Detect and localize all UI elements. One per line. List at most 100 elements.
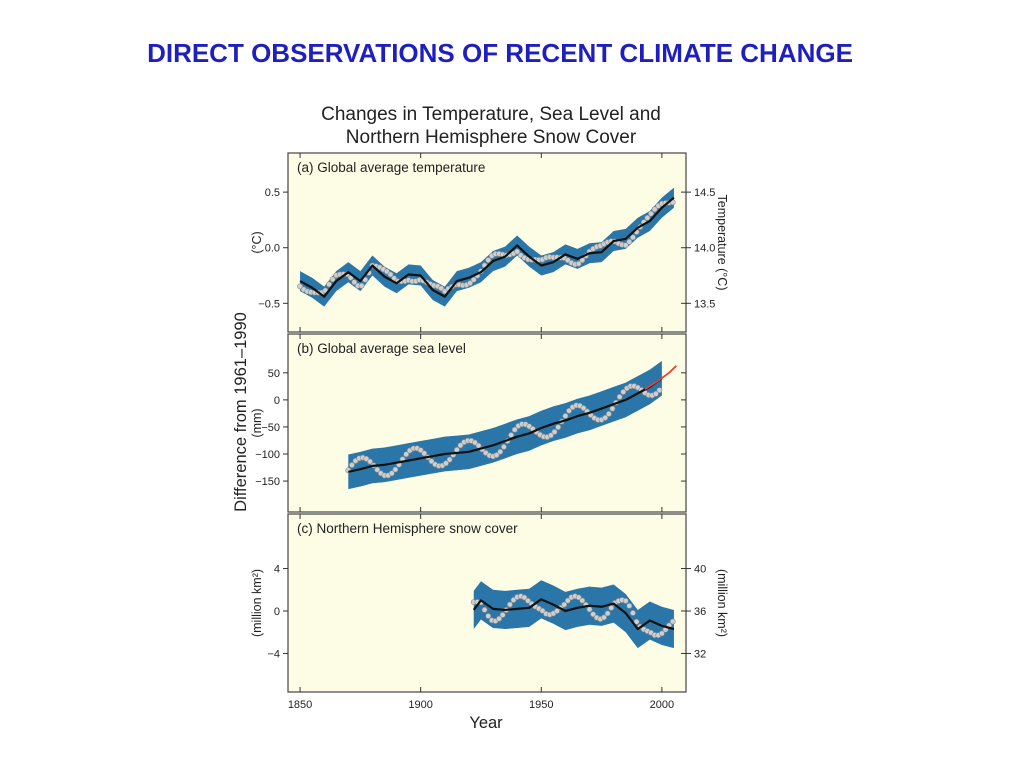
annual-point [349, 462, 355, 468]
left-tick-label: 0.5 [265, 187, 280, 199]
annual-point [508, 432, 515, 438]
left-tick-label: −50 [261, 422, 280, 434]
left-tick-label: −0.5 [258, 298, 280, 310]
annual-point [630, 610, 636, 616]
annual-point [633, 618, 640, 625]
panel-1: 0.5 0.0 −0.5 14.5 14.0 13.5 (a) Global average… [250, 152, 729, 333]
annual-point [626, 238, 633, 245]
annual-point [428, 458, 435, 465]
annual-point [511, 426, 518, 433]
right-axis-label: (million km²) [715, 569, 729, 637]
annual-point [658, 630, 665, 637]
annual-point [499, 612, 506, 618]
annual-point [644, 214, 651, 221]
left-axis-label: (°C) [250, 231, 264, 253]
annual-point [514, 248, 521, 255]
annual-point [485, 613, 492, 619]
left-tick-label: −4 [267, 648, 280, 660]
annual-point [555, 424, 562, 431]
annual-point [388, 470, 395, 477]
annual-point [481, 606, 488, 613]
annual-point [579, 597, 586, 604]
annual-point [392, 466, 399, 473]
x-axis-label: Year [469, 714, 503, 732]
annual-point [470, 276, 477, 283]
annual-point [622, 597, 629, 604]
right-tick-label: 13.5 [694, 298, 715, 310]
recent-series-line [644, 365, 677, 390]
annual-point [580, 405, 587, 411]
annual-point [648, 210, 654, 217]
annual-point [601, 614, 607, 621]
left-axis-label: (million km²) [250, 569, 264, 637]
annual-point [605, 411, 612, 417]
annual-point [604, 610, 611, 617]
annual-point [554, 608, 560, 614]
panel-label: (a) Global average temperature [297, 160, 485, 175]
panels-layer: 0.5 0.0 −0.5 14.5 14.0 13.5 (a) Global average… [250, 152, 729, 711]
annual-point [566, 407, 572, 414]
annual-point [443, 460, 449, 467]
slide-title: DIRECT OBSERVATIONS OF RECENT CLIMATE CH… [147, 38, 853, 68]
left-tick-label: 50 [268, 368, 280, 380]
annual-point [387, 271, 394, 278]
annual-point [622, 242, 629, 249]
annual-point [669, 618, 676, 625]
annual-point [608, 604, 615, 611]
annual-point [485, 257, 492, 263]
panel-data [297, 187, 676, 307]
chart-title-line-2: Northern Hemisphere Snow Cover [346, 127, 637, 148]
x-tick-label: 2000 [650, 699, 674, 711]
annual-point [500, 443, 507, 450]
left-tick-label: 0.0 [265, 243, 280, 255]
smoothed-line [472, 598, 675, 631]
annual-point [602, 414, 609, 421]
smoothed-line [348, 377, 663, 473]
panel-label: (b) Global average sea level [297, 341, 466, 356]
x-tick-label: 1900 [408, 699, 432, 711]
annual-point [620, 389, 627, 395]
annual-point [497, 448, 504, 455]
annual-point [651, 206, 658, 213]
smoothed-line [299, 196, 675, 298]
annual-point [326, 281, 332, 288]
annual-point [351, 279, 358, 286]
annual-point [626, 602, 633, 609]
annual-point [472, 439, 478, 446]
annual-point [403, 451, 410, 458]
annual-point [564, 597, 571, 604]
annual-point [297, 283, 303, 290]
annual-point [575, 260, 582, 267]
right-axis-label: Temperature (°C) [715, 195, 729, 291]
left-tick-label: −150 [255, 476, 280, 488]
x-tick-label: 1950 [529, 699, 553, 711]
x-tick-label: 1850 [288, 699, 312, 711]
annual-point [616, 393, 623, 400]
annual-point [521, 594, 528, 601]
right-tick-label: 14.5 [694, 187, 715, 199]
right-tick-label: 36 [694, 606, 706, 618]
right-tick-label: 32 [694, 648, 706, 660]
annual-point [561, 601, 568, 608]
annual-point [374, 466, 381, 473]
shared-ylabel: Difference from 1961–1990 [232, 312, 250, 512]
annual-point [417, 447, 424, 454]
annual-point [562, 413, 569, 419]
annual-point [467, 280, 474, 286]
annual-point [586, 606, 593, 613]
annual-point [493, 452, 500, 458]
annual-point [446, 456, 453, 463]
left-tick-label: 0 [274, 606, 280, 618]
panel-data [470, 580, 676, 649]
annual-point [329, 276, 336, 283]
annual-point [457, 442, 464, 449]
chart-title-line-1: Changes in Temperature, Sea Level and [321, 104, 661, 125]
annual-point [548, 432, 554, 439]
annual-point [496, 615, 502, 622]
left-axis-label: (mm) [250, 408, 264, 437]
annual-point [438, 285, 445, 292]
annual-point [656, 387, 663, 394]
annual-point [630, 234, 636, 241]
